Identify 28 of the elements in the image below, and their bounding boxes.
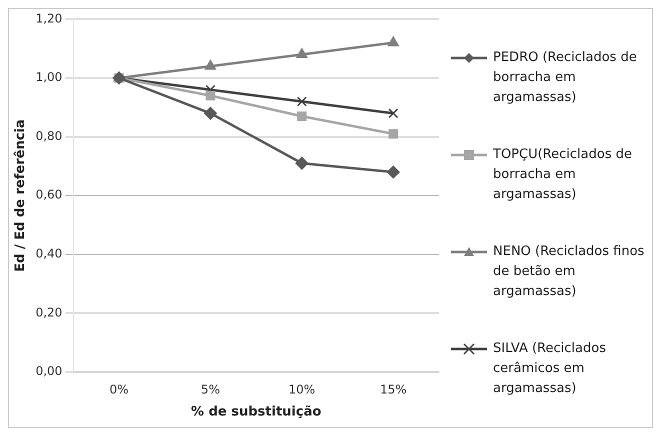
x-axis-title: % de substituição bbox=[191, 404, 322, 420]
y-tick-label: 0,80 bbox=[36, 128, 62, 143]
point bbox=[297, 111, 307, 121]
point bbox=[296, 48, 308, 58]
point bbox=[206, 90, 216, 100]
point bbox=[204, 106, 217, 120]
y-tick-label: 0,60 bbox=[36, 188, 62, 202]
point bbox=[388, 129, 398, 139]
legend-label: SILVA (Reciclados cerâmicos em argamassas) bbox=[493, 340, 607, 398]
point bbox=[295, 156, 308, 170]
y-tick-label: 0,00 bbox=[36, 364, 62, 378]
x-tick-label: 15% bbox=[380, 382, 407, 396]
y-tick-label: 0,20 bbox=[36, 305, 62, 320]
y-tick-label: 1,00 bbox=[36, 70, 62, 84]
x-tick-label: 0% bbox=[110, 382, 129, 396]
x-tick-label: 5% bbox=[200, 382, 220, 396]
legend-label: NENO (Reciclados finos de betão em argamassas) bbox=[493, 242, 646, 300]
legend-label: PEDRO (Reciclados de borracha em argamassas) bbox=[493, 48, 638, 106]
point bbox=[204, 60, 216, 70]
y-tick-label: 1,20 bbox=[36, 11, 62, 26]
x-tick-label: 10% bbox=[288, 382, 316, 396]
point bbox=[388, 36, 399, 46]
y-tick-label: 0,40 bbox=[36, 246, 62, 261]
point bbox=[386, 166, 400, 179]
point bbox=[296, 96, 307, 107]
y-axis-title: Ed / Ed de referência bbox=[13, 119, 28, 272]
point bbox=[388, 108, 398, 118]
legend-label: TOPÇU(Reciclados de borracha em argamassas) bbox=[493, 146, 633, 204]
